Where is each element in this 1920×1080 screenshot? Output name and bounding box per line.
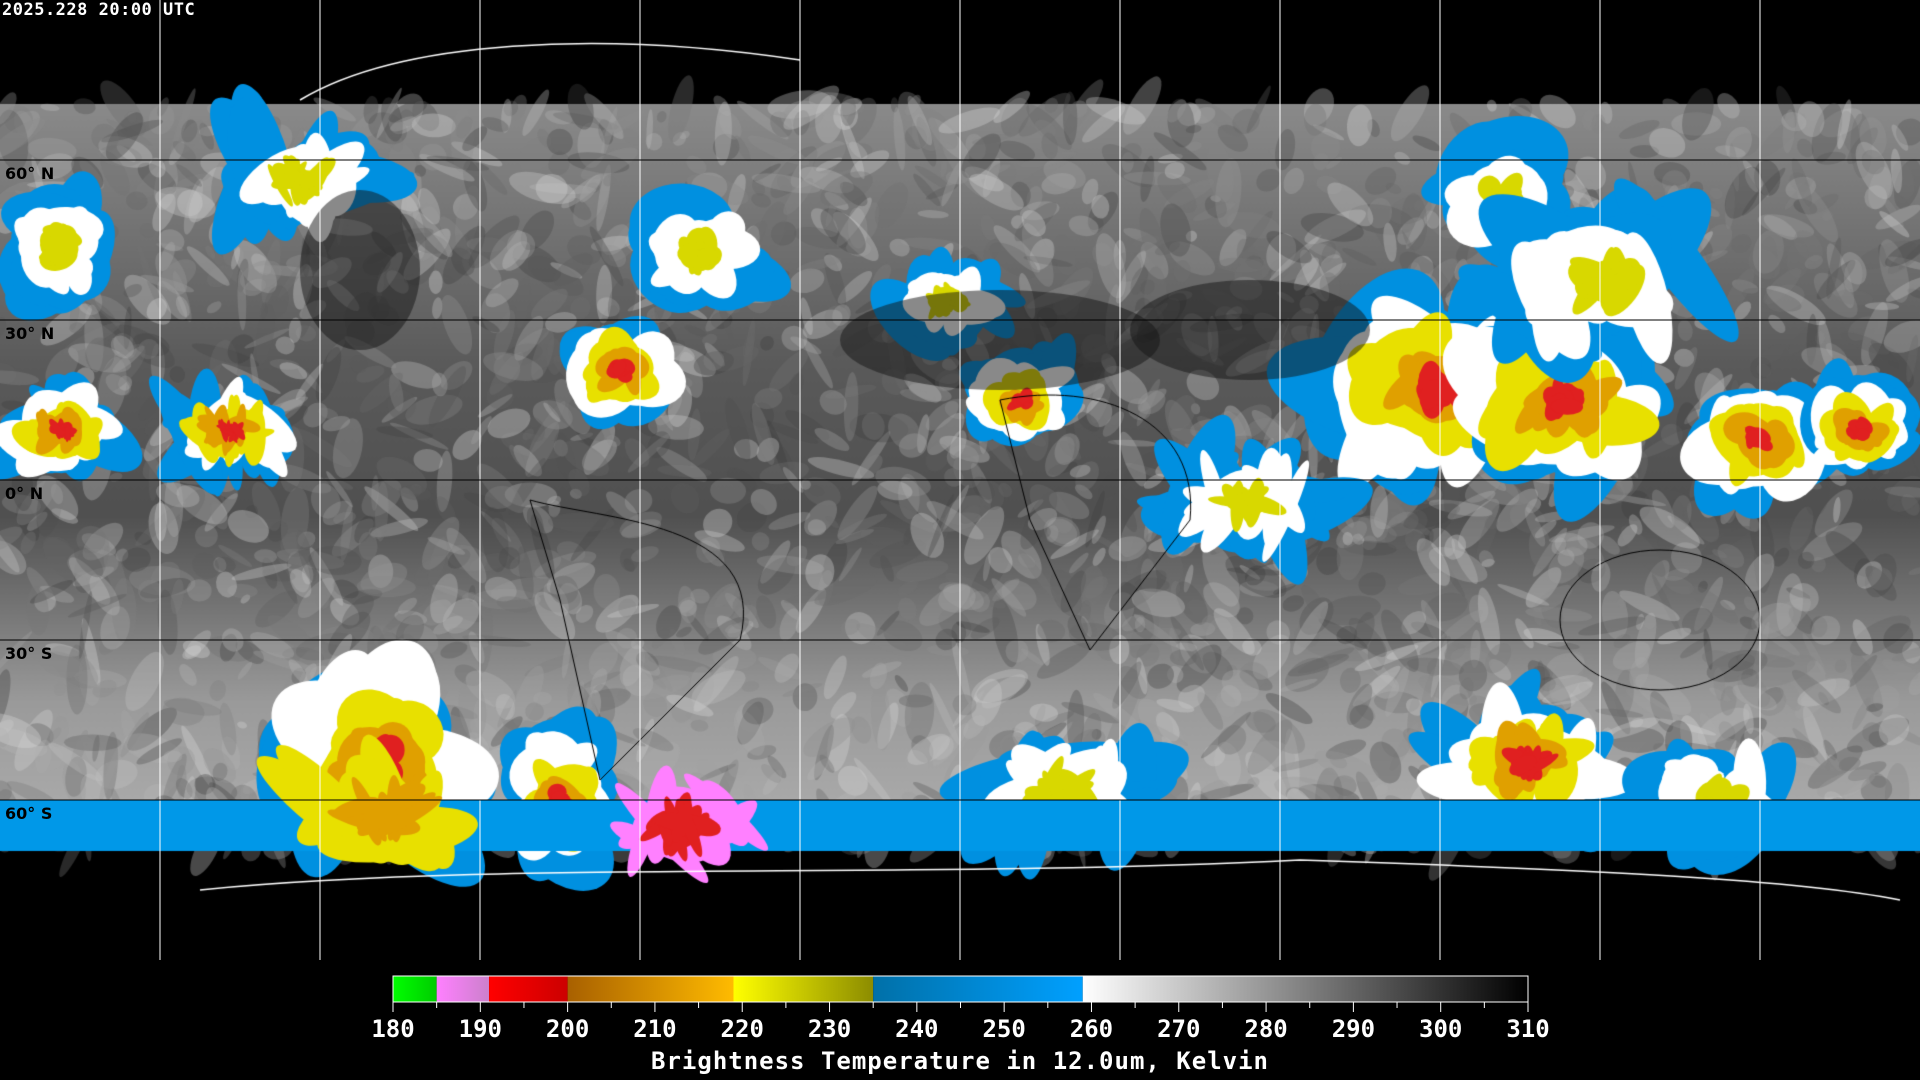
colorbar-tick-label: 220 xyxy=(721,1015,764,1043)
colorbar-segment xyxy=(393,976,437,1002)
colorbar-tick-label: 310 xyxy=(1506,1015,1549,1043)
colorbar-segment xyxy=(873,976,1083,1002)
colorbar-segment xyxy=(489,976,568,1002)
colorbar-title: Brightness Temperature in 12.0um, Kelvin xyxy=(651,1047,1269,1075)
colorbar-tick-label: 250 xyxy=(982,1015,1025,1043)
colorbar-tick-label: 240 xyxy=(895,1015,938,1043)
colorbar-tick-label: 270 xyxy=(1157,1015,1200,1043)
lat-label-30s: 30° S xyxy=(5,644,53,663)
lat-label-30n: 30° N xyxy=(5,324,55,343)
colorbar-tick-label: 290 xyxy=(1332,1015,1375,1043)
colorbar-tick-label: 230 xyxy=(808,1015,851,1043)
colorbar-tick-label: 190 xyxy=(459,1015,502,1043)
colorbar-tick-label: 180 xyxy=(371,1015,414,1043)
colorbar-tick-label: 280 xyxy=(1244,1015,1287,1043)
colorbar-tick-label: 300 xyxy=(1419,1015,1462,1043)
colorbar-segment xyxy=(1082,976,1528,1002)
lat-label-0n: 0° N xyxy=(5,484,44,503)
colorbar-segment xyxy=(436,976,490,1002)
colorbar-segment xyxy=(733,976,874,1002)
colorbar: 180 190 200 210 220 230 240 250 260 270 280 290 300 3… xyxy=(371,975,1550,1043)
lat-label-60s: 60° S xyxy=(5,804,53,823)
colorbar-tick-label: 210 xyxy=(633,1015,676,1043)
colorbar-tick-label: 260 xyxy=(1070,1015,1113,1043)
timestamp: 2025.228 20:00 UTC xyxy=(2,0,196,20)
colorbar-segment xyxy=(567,976,734,1002)
lat-label-60n: 60° N xyxy=(5,164,55,183)
colorbar-tick-label: 200 xyxy=(546,1015,589,1043)
lat-lon-grid xyxy=(159,0,1761,960)
